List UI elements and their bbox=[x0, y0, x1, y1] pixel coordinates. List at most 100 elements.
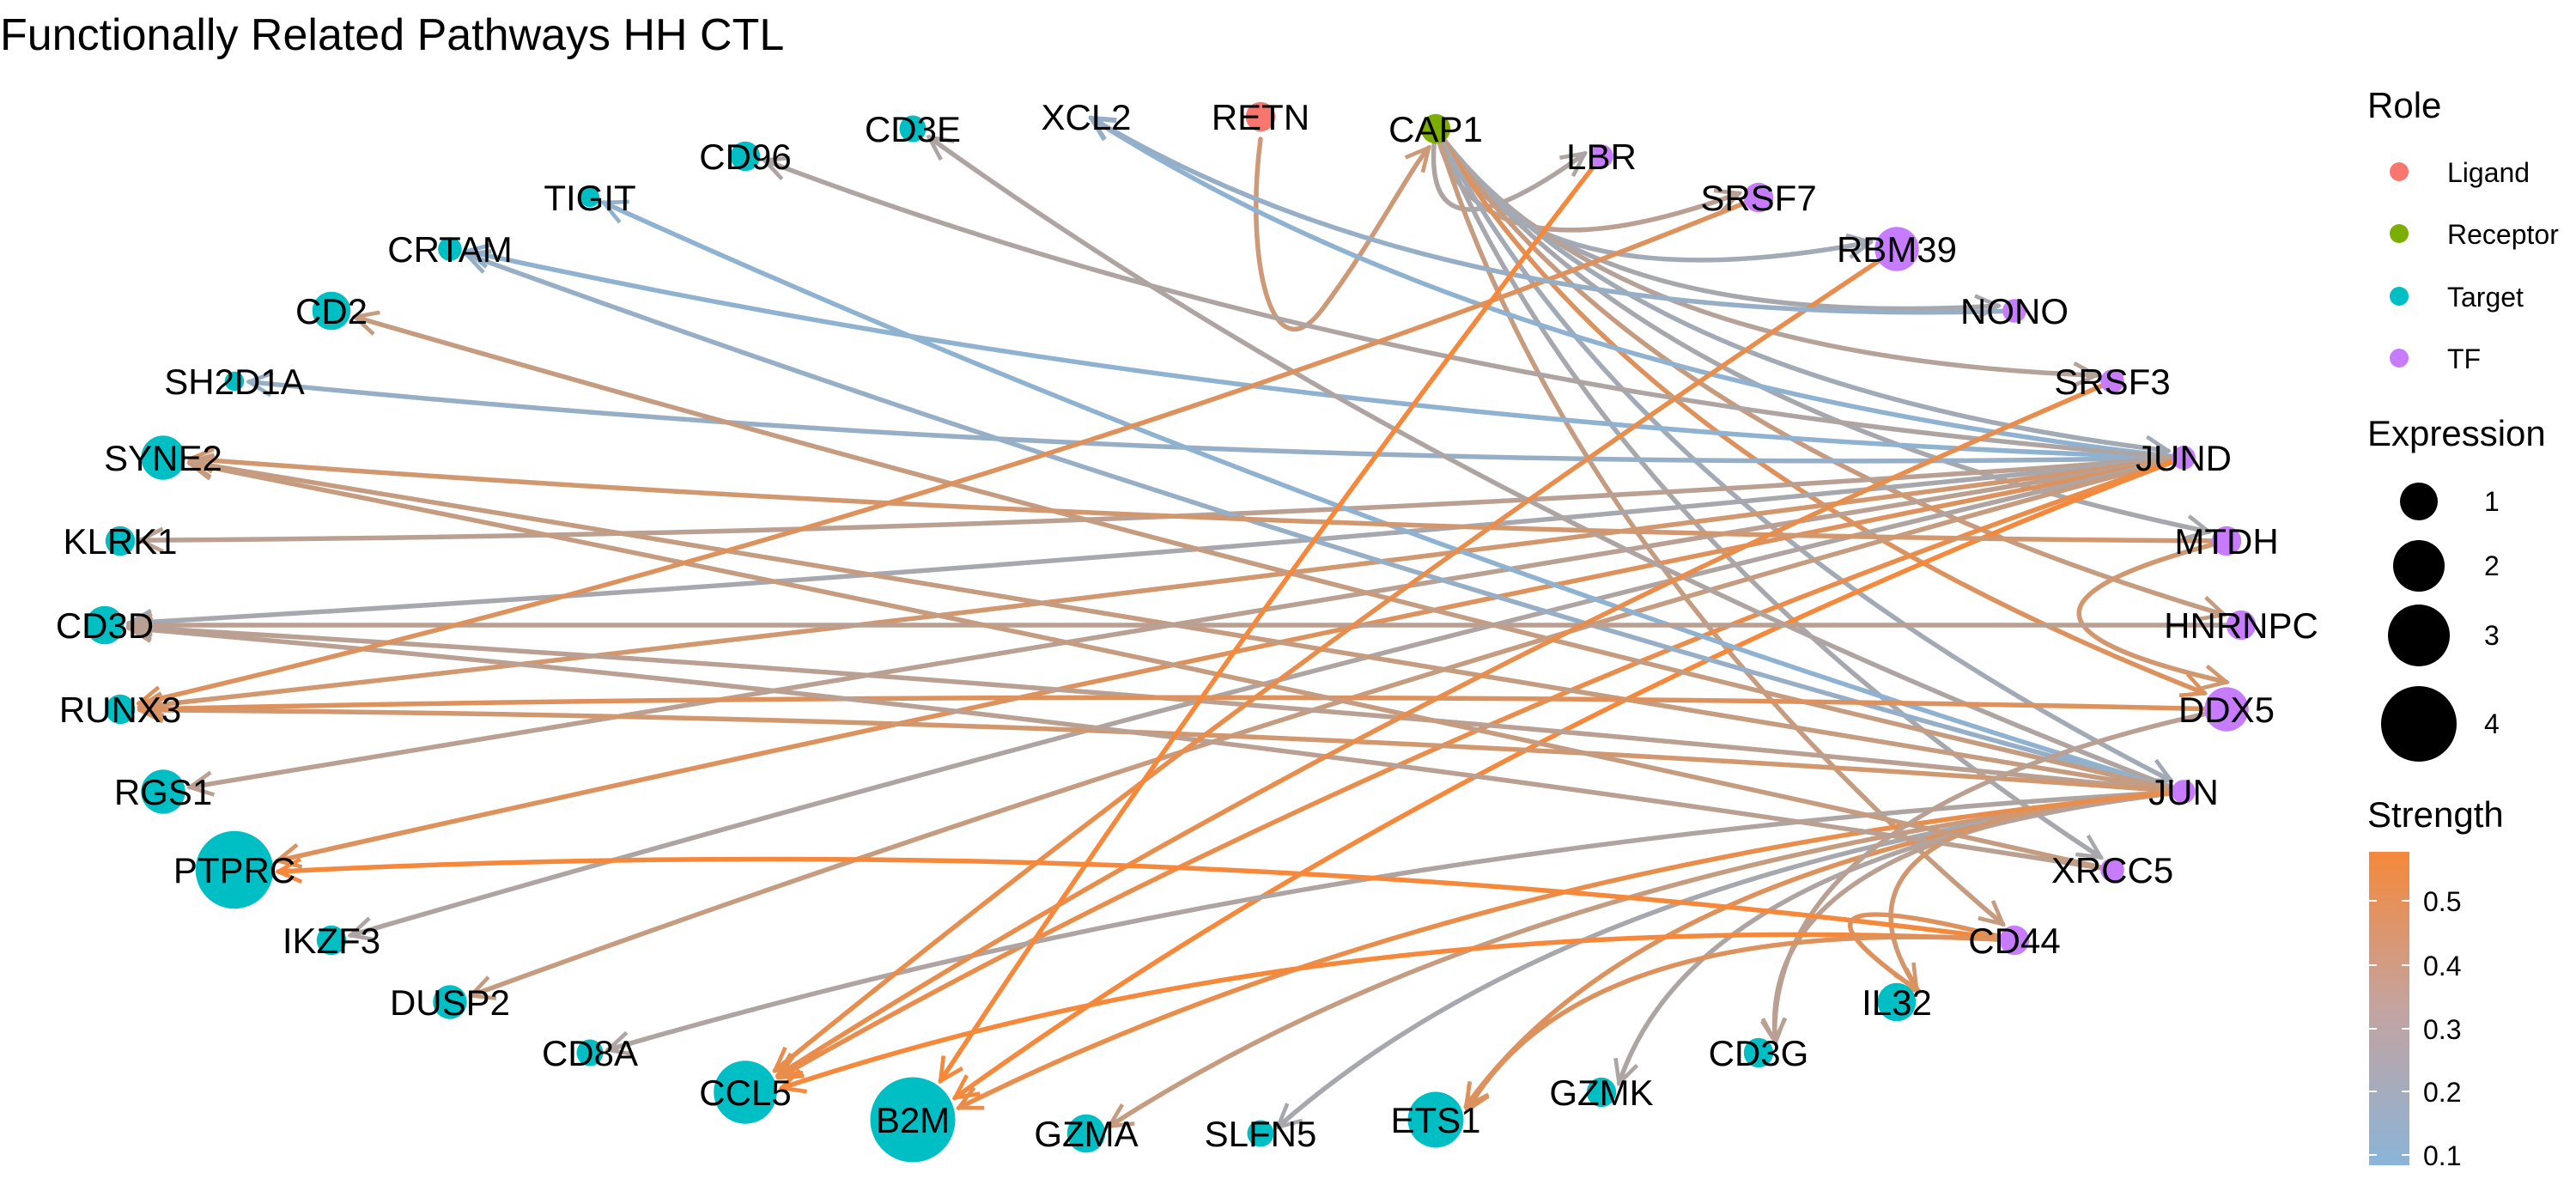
node-gzmk bbox=[1586, 1077, 1617, 1108]
expression-legend-label-4: 4 bbox=[2484, 708, 2500, 739]
edge-cd44-ets1 bbox=[1465, 934, 2017, 1109]
tf-legend-label: TF bbox=[2447, 343, 2481, 374]
edge-jund-sh2d1a bbox=[249, 382, 2186, 464]
node-label-xcl2: XCL2 bbox=[1041, 97, 1131, 137]
edge-cap1-jund bbox=[1433, 126, 2168, 451]
node-label-sh2d1a: SH2D1A bbox=[164, 362, 304, 402]
node-srsf3 bbox=[2100, 369, 2124, 393]
expression-legend-label-1: 1 bbox=[2484, 486, 2500, 517]
node-label-ptprc: PTPRC bbox=[173, 850, 295, 890]
node-mtdh bbox=[2211, 526, 2242, 556]
target-legend-label: Target bbox=[2447, 282, 2524, 313]
edge-mtdh-ddx5 bbox=[2076, 538, 2227, 682]
node-label-xrcc5: XRCC5 bbox=[2051, 850, 2173, 890]
node-label-runx3: RUNX3 bbox=[59, 690, 181, 730]
node-label-cd44: CD44 bbox=[1968, 921, 2060, 961]
edge-rbm39-ccl5 bbox=[775, 246, 1899, 1071]
edge-jun-runx3 bbox=[140, 710, 2186, 794]
strength-legend-title: Strength bbox=[2367, 794, 2504, 835]
role-legend-title: Role bbox=[2367, 85, 2441, 125]
node-label-cd3d: CD3D bbox=[56, 605, 154, 646]
node-label-srsf7: SRSF7 bbox=[1700, 178, 1816, 218]
node-label-rbm39: RBM39 bbox=[1837, 229, 1957, 270]
node-label-cd8a: CD8A bbox=[542, 1033, 638, 1073]
edge-cd44-il32 bbox=[1847, 912, 2017, 991]
node-rbm39 bbox=[1874, 227, 1919, 271]
legend: Role Ligand Receptor Target TF Expressio… bbox=[2367, 85, 2559, 1171]
node-label-jun: JUN bbox=[2148, 772, 2219, 812]
node-label-srsf3: SRSF3 bbox=[2054, 362, 2170, 402]
edge-jun-tigit bbox=[604, 203, 2186, 794]
node-label-lbr: LBR bbox=[1566, 137, 1637, 177]
nodes-layer bbox=[85, 101, 2257, 1163]
node-il32 bbox=[1877, 982, 1917, 1022]
node-crtam bbox=[438, 237, 462, 261]
node-dusp2 bbox=[433, 985, 467, 1019]
node-label-mtdh: MTDH bbox=[2174, 521, 2278, 562]
edge-jund-ikzf3 bbox=[351, 455, 2186, 935]
node-label-ccl5: CCL5 bbox=[699, 1073, 791, 1113]
node-label-jund: JUND bbox=[2136, 438, 2232, 478]
node-jund bbox=[2172, 446, 2196, 470]
edge-cap1-jun bbox=[1433, 126, 2171, 783]
node-label-cd2: CD2 bbox=[295, 291, 368, 331]
node-label-cap1: CAP1 bbox=[1388, 109, 1483, 149]
node-label-syne2: SYNE2 bbox=[104, 438, 222, 478]
edge-jun-cd2 bbox=[355, 317, 2186, 794]
node-klrk1 bbox=[105, 526, 136, 556]
node-label-gzmk: GZMK bbox=[1549, 1073, 1653, 1113]
tf-legend-key bbox=[2390, 349, 2409, 368]
node-label-slfn5: SLFN5 bbox=[1205, 1114, 1317, 1154]
edge-jun-crtam bbox=[466, 254, 2186, 794]
node-xrcc5 bbox=[2100, 858, 2124, 882]
node-retn bbox=[1245, 101, 1276, 132]
node-label-il32: IL32 bbox=[1862, 982, 1932, 1023]
role-legend: Role Ligand Receptor Target TF bbox=[2367, 85, 2559, 374]
node-label-tigit: TIGIT bbox=[544, 178, 635, 218]
node-cd96 bbox=[730, 141, 761, 172]
strength-tick-2: 0.3 bbox=[2423, 1014, 2461, 1045]
node-label-cd3g: CD3G bbox=[1709, 1033, 1809, 1073]
node-b2m bbox=[870, 1077, 956, 1163]
node-cd3e bbox=[899, 115, 927, 143]
node-label-retn: RETN bbox=[1212, 97, 1309, 137]
strength-colorbar bbox=[2369, 852, 2409, 1165]
node-ets1 bbox=[1407, 1091, 1464, 1148]
node-hnrnpc bbox=[2226, 610, 2257, 641]
expression-legend-key-4 bbox=[2381, 686, 2457, 762]
edge-nono-xcl2 bbox=[1091, 115, 2017, 315]
node-label-nono: NONO bbox=[1960, 291, 2069, 331]
node-cd3g bbox=[1743, 1037, 1774, 1068]
strength-tick-1: 0.4 bbox=[2423, 951, 2461, 981]
edge-cap1-xrcc5 bbox=[1433, 126, 2101, 857]
node-ccl5 bbox=[714, 1060, 777, 1124]
node-cd3d bbox=[85, 605, 125, 645]
node-label-ets1: ETS1 bbox=[1390, 1100, 1480, 1140]
strength-tick-3: 0.2 bbox=[2423, 1077, 2461, 1108]
strength-tick-0: 0.5 bbox=[2423, 886, 2461, 917]
node-jun bbox=[2172, 780, 2196, 804]
node-ptprc bbox=[195, 830, 274, 909]
node-cap1 bbox=[1420, 113, 1451, 144]
node-sh2d1a bbox=[224, 371, 245, 392]
strength-tick-4: 0.1 bbox=[2423, 1140, 2461, 1171]
edge-jund-runx3 bbox=[140, 455, 2186, 707]
edge-srsf7-runx3 bbox=[139, 195, 1761, 703]
node-tigit bbox=[580, 187, 600, 208]
target-legend-key bbox=[2390, 287, 2409, 306]
edge-mtdh-syne2 bbox=[191, 459, 2229, 544]
edge-ddx5-cd3g bbox=[1775, 707, 2229, 1041]
edge-ddx5-runx3 bbox=[140, 695, 2229, 709]
expression-legend-key-1 bbox=[2400, 483, 2438, 520]
node-cd2 bbox=[312, 291, 351, 331]
edge-jund-dusp2 bbox=[471, 455, 2186, 995]
node-label-cd3e: CD3E bbox=[865, 109, 961, 149]
edge-jun-b2m bbox=[959, 789, 2186, 1110]
node-syne2 bbox=[141, 435, 185, 480]
edge-cd44-ccl5 bbox=[781, 932, 2017, 1087]
expression-legend-title: Expression bbox=[2367, 413, 2546, 453]
node-cd8a bbox=[576, 1039, 604, 1066]
receptor-legend-key bbox=[2390, 224, 2409, 243]
